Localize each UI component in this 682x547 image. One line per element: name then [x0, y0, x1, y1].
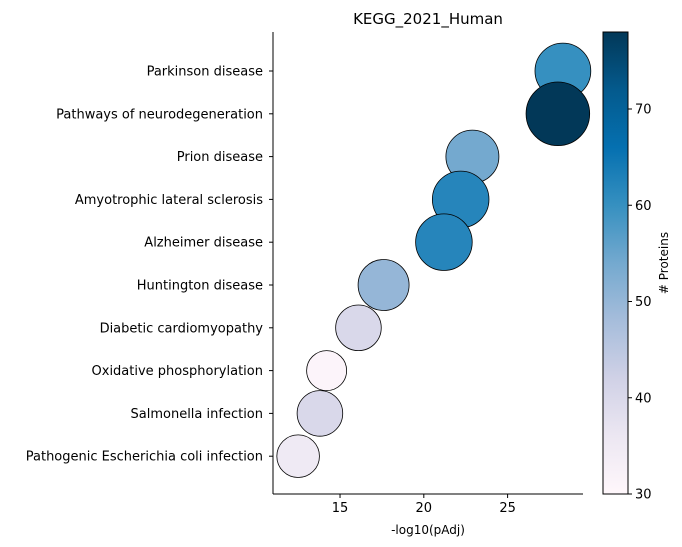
- x-axis-ticks: 15 20 25: [332, 494, 516, 516]
- y-tick-label: Parkinson disease: [147, 65, 263, 80]
- y-axis-ticks: Parkinson disease Pathways of neurodegene…: [26, 65, 273, 465]
- colorbar-tick-label: 70: [635, 103, 652, 118]
- y-tick-label: Huntington disease: [137, 279, 263, 294]
- y-tick-label: Prion disease: [177, 150, 263, 165]
- colorbar-ticks: 30 40 50 60 70: [628, 103, 652, 503]
- chart-title: KEGG_2021_Human: [353, 10, 503, 29]
- colorbar-tick-label: 50: [635, 295, 652, 310]
- data-point: [525, 81, 591, 146]
- data-point: [296, 390, 344, 437]
- y-tick-label: Salmonella infection: [131, 407, 263, 422]
- colorbar-gradient: [602, 31, 629, 495]
- y-tick-label: Oxidative phosphorylation: [92, 364, 263, 379]
- y-tick-label: Diabetic cardiomyopathy: [100, 321, 264, 336]
- y-tick-label: Pathogenic Escherichia coli infection: [26, 450, 263, 465]
- colorbar-tick-label: 60: [635, 199, 652, 214]
- data-point: [306, 350, 348, 392]
- y-tick-label: Amyotrophic lateral sclerosis: [75, 193, 263, 208]
- x-tick-label: 25: [499, 501, 516, 516]
- colorbar-tick-label: 30: [635, 488, 652, 503]
- x-axis-label: -log10(pAdj): [391, 523, 465, 537]
- data-point: [415, 213, 473, 271]
- data-points: [276, 42, 592, 478]
- colorbar-tick-label: 40: [635, 391, 652, 406]
- colorbar-label: # Proteins: [657, 232, 671, 294]
- colorbar: 30 40 50 60 70 # Proteins: [602, 31, 671, 503]
- x-tick-label: 15: [332, 501, 349, 516]
- x-tick-label: 20: [416, 501, 433, 516]
- data-point: [335, 304, 382, 351]
- y-tick-label: Pathways of neurodegeneration: [56, 107, 263, 122]
- data-point: [276, 434, 320, 478]
- data-point: [357, 259, 410, 311]
- y-tick-label: Alzheimer disease: [144, 236, 263, 251]
- plot-area: Parkinson disease Pathways of neurodegene…: [26, 32, 592, 516]
